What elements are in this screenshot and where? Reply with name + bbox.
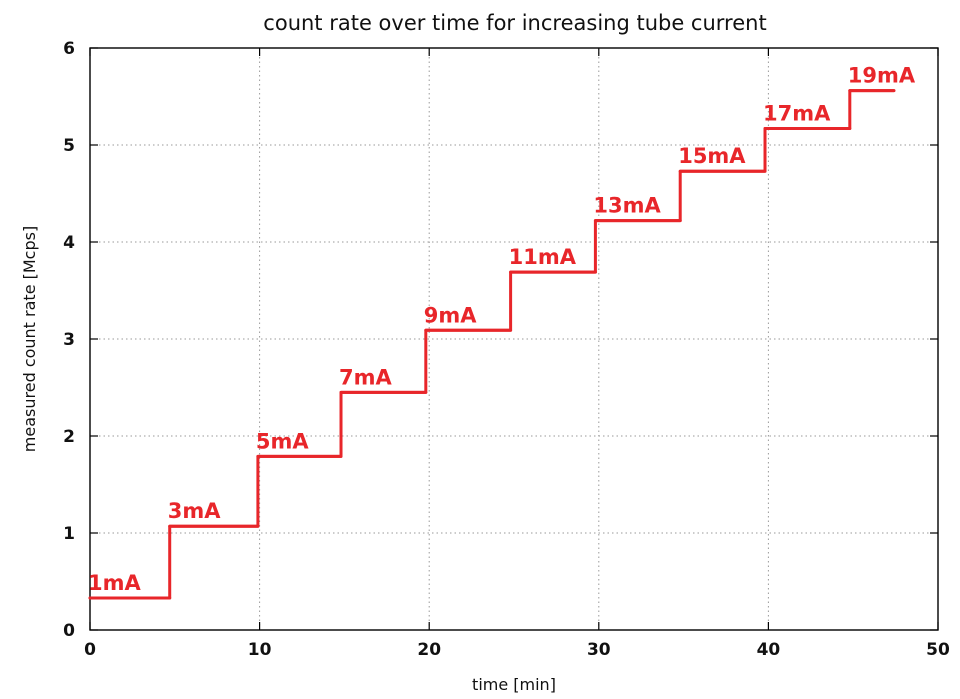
y-tick-label: 5	[63, 136, 75, 156]
y-tick-label: 3	[63, 330, 75, 350]
step-label: 1mA	[88, 571, 141, 595]
x-tick-label: 30	[587, 640, 611, 660]
step-label: 13mA	[593, 194, 661, 218]
x-tick-label: 0	[84, 640, 96, 660]
step-label: 3mA	[168, 499, 221, 523]
y-tick-label: 1	[63, 524, 75, 544]
x-tick-label: 40	[757, 640, 781, 660]
y-tick-label: 4	[63, 233, 75, 253]
y-axis-label: measured count rate [Mcps]	[20, 226, 39, 452]
x-tick-label: 10	[248, 640, 272, 660]
step-label: 15mA	[678, 144, 746, 168]
y-tick-label: 2	[63, 427, 75, 447]
step-label: 7mA	[339, 365, 392, 389]
series-layer	[88, 89, 896, 600]
step-label: 17mA	[763, 102, 831, 126]
step-label: 5mA	[256, 429, 309, 453]
count-rate-step-line	[88, 89, 896, 600]
step-label: 11mA	[509, 245, 577, 269]
grid-layer	[90, 48, 938, 630]
x-tick-label: 50	[926, 640, 950, 660]
y-tick-label: 6	[63, 39, 75, 59]
step-label: 19mA	[848, 64, 916, 88]
labels-layer: 1mA 3mA 5mA 7mA 9mA 11mA 13mA 15mA 17mA 19mA	[88, 64, 916, 595]
chart-title: count rate over time for increasing tube…	[263, 11, 766, 35]
x-tick-label: 20	[417, 640, 441, 660]
y-tick-label: 0	[63, 621, 75, 641]
x-axis-label: time [min]	[472, 675, 556, 694]
ticks-layer: 0 10 20 30 40 50 0 1 2 3 4 5 6	[63, 39, 950, 660]
step-label: 9mA	[424, 303, 477, 327]
